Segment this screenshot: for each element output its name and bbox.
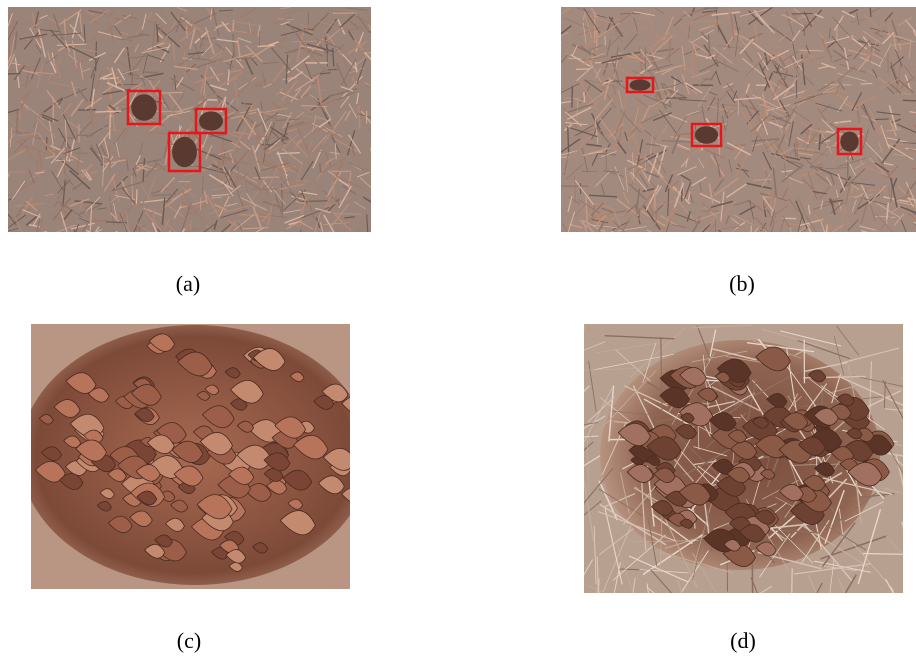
pine-cone — [131, 94, 157, 120]
pine-cone — [630, 79, 651, 90]
needle — [568, 127, 569, 153]
needle — [299, 201, 329, 202]
needle — [692, 49, 693, 73]
needle — [765, 231, 771, 250]
needle — [520, 484, 584, 515]
needle — [902, 522, 916, 580]
needle — [861, 83, 873, 84]
pine-cone — [172, 137, 197, 167]
needle — [605, 228, 612, 257]
needle — [647, 584, 657, 656]
needle — [338, 229, 341, 254]
needle — [132, 70, 133, 84]
needle — [91, 230, 92, 248]
needle — [191, 232, 205, 243]
needle — [848, 156, 849, 178]
photo-d — [520, 324, 916, 655]
needle — [110, 111, 111, 139]
needle — [606, 232, 608, 244]
needle — [109, 145, 110, 169]
needle — [599, 591, 615, 633]
needle — [570, 445, 585, 471]
needle — [96, 41, 97, 71]
pine-cone — [840, 132, 858, 152]
caption-a: (a) — [176, 271, 200, 296]
photo-c — [20, 324, 372, 589]
photo-a — [0, 7, 392, 262]
pine-cone — [199, 111, 223, 130]
needle — [903, 100, 916, 101]
needle — [584, 92, 585, 102]
needle — [576, 69, 590, 70]
needle — [792, 568, 793, 595]
needle — [571, 326, 585, 375]
needle — [370, 52, 389, 58]
needle — [647, 587, 699, 632]
needle — [875, 119, 889, 120]
needle — [369, 129, 387, 137]
needle — [0, 195, 9, 199]
needle — [628, 61, 642, 62]
needle — [21, 232, 47, 237]
caption-c: (c) — [177, 628, 201, 653]
needle — [604, 229, 605, 250]
needle — [320, 163, 321, 173]
figure: (a) (b) (c) (d) — [0, 0, 916, 661]
needle — [603, 231, 613, 244]
caption-d: (d) — [730, 628, 756, 653]
needle — [810, 167, 823, 168]
needle — [304, 231, 332, 239]
caption-b: (b) — [729, 271, 755, 296]
needle — [544, 386, 590, 432]
needle — [144, 72, 157, 73]
needle — [792, 13, 813, 14]
needle — [369, 31, 390, 42]
pine-cone — [695, 126, 718, 144]
needle — [74, 229, 78, 251]
needle — [369, 15, 384, 20]
needle — [136, 189, 137, 204]
needle — [572, 86, 573, 107]
needle — [333, 213, 362, 214]
needle — [294, 229, 301, 250]
needle — [116, 231, 125, 244]
needle — [809, 229, 821, 252]
needle — [279, 232, 282, 262]
needle — [575, 231, 587, 257]
needle — [758, 230, 766, 251]
needle — [902, 377, 916, 443]
needle — [17, 111, 18, 132]
needle — [665, 98, 686, 99]
needle — [116, 231, 133, 245]
needle — [170, 229, 185, 253]
